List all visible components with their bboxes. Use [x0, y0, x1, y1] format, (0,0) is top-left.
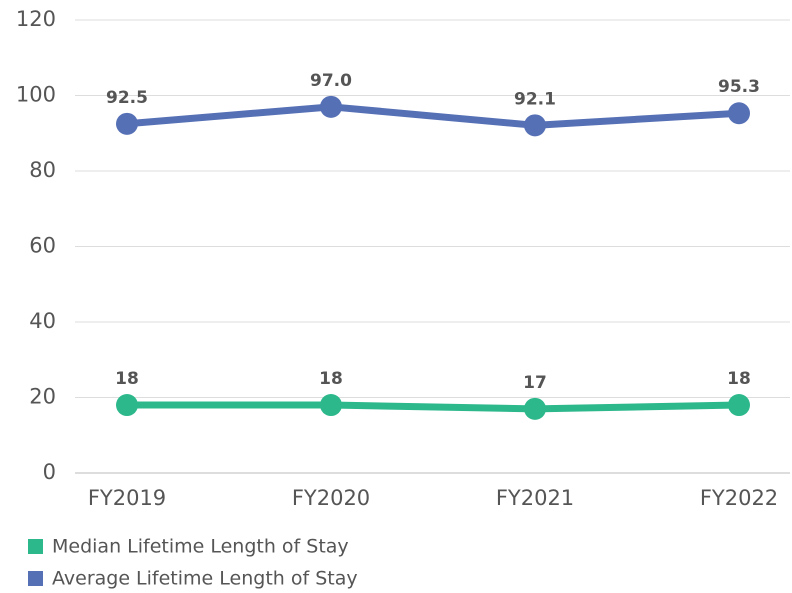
legend-swatch [28, 539, 43, 554]
data-label: 17 [523, 373, 547, 393]
data-point [320, 95, 342, 118]
data-label: 92.1 [514, 89, 556, 109]
y-tick-label: 100 [16, 83, 56, 107]
y-tick-label: 120 [16, 7, 56, 31]
x-tick-label: FY2021 [496, 486, 574, 510]
data-point [116, 394, 138, 417]
x-tick-label: FY2022 [700, 486, 778, 510]
data-point [524, 114, 546, 137]
y-tick-label: 60 [29, 234, 56, 258]
data-point [524, 397, 546, 420]
y-tick-label: 20 [29, 385, 56, 409]
data-label: 95.3 [718, 77, 760, 97]
data-label: 92.5 [106, 88, 148, 108]
x-tick-label: FY2019 [88, 486, 166, 510]
x-tick-label: FY2020 [292, 486, 370, 510]
data-label: 18 [115, 369, 139, 389]
series-line [126, 103, 740, 129]
y-tick-label: 40 [29, 309, 56, 333]
data-label: 18 [319, 369, 343, 389]
data-point [728, 102, 750, 125]
data-point [116, 112, 138, 135]
legend-label: Median Lifetime Length of Stay [52, 536, 349, 558]
data-point [728, 394, 750, 417]
data-label: 18 [727, 369, 751, 389]
y-tick-label: 80 [29, 158, 56, 182]
series-line [127, 401, 740, 413]
legend-label: Average Lifetime Length of Stay [52, 568, 358, 590]
data-label: 97.0 [310, 71, 352, 91]
legend-swatch [28, 571, 43, 586]
data-point [320, 394, 342, 417]
y-tick-label: 0 [43, 460, 56, 484]
